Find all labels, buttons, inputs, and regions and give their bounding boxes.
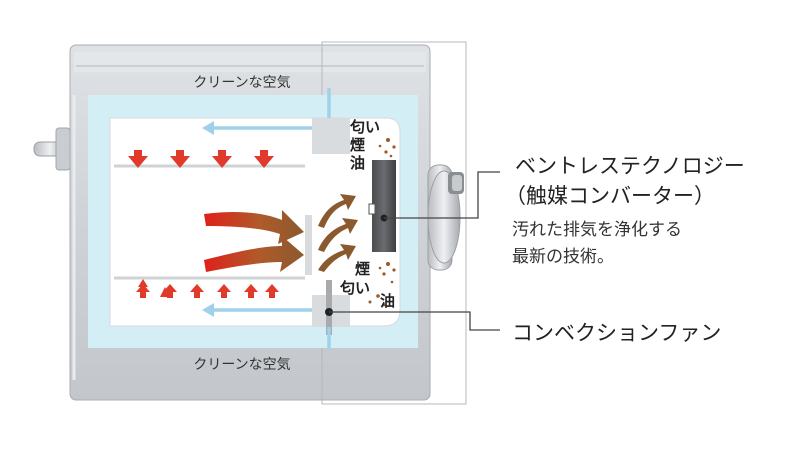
odor-bottom-label: 匂い bbox=[339, 279, 370, 297]
vent-tech-desc-line2: 最新の技術。 bbox=[512, 247, 614, 267]
bottom-heat-arrows-row bbox=[136, 284, 279, 298]
side-knob bbox=[427, 164, 464, 271]
clean-air-bottom-label: クリーンな空気 bbox=[193, 357, 290, 373]
upper-vent-box bbox=[312, 118, 350, 154]
oil-top-label: 油 bbox=[350, 154, 365, 172]
clean-air-arrowheads bbox=[202, 121, 214, 317]
particles bbox=[368, 138, 396, 307]
top-heat-arrows bbox=[128, 150, 274, 168]
catalytic-converter bbox=[372, 160, 396, 252]
convection-fan-label: コンベクションファン bbox=[512, 321, 722, 345]
convection-arrows bbox=[204, 210, 304, 272]
fan-housing bbox=[305, 215, 312, 275]
odor-top-label: 匂い bbox=[349, 118, 380, 136]
vent-tech-subtitle: （触媒コンバーター） bbox=[505, 184, 715, 208]
clean-air-flow bbox=[210, 88, 331, 350]
smoke-top-label: 煙 bbox=[350, 136, 365, 154]
oil-bottom-label: 油 bbox=[380, 292, 395, 310]
converter-marker bbox=[368, 203, 376, 215]
smoke-bottom-label: 煙 bbox=[355, 260, 370, 278]
vent-tech-title: ベントレステクノロジー bbox=[515, 154, 745, 178]
exhaust-arrows bbox=[318, 194, 358, 272]
vent-tech-desc-line1: 汚れた排気を浄化する bbox=[512, 220, 682, 240]
clean-air-top-label: クリーンな空気 bbox=[193, 75, 290, 91]
door-handle bbox=[33, 127, 71, 171]
fan-shaft bbox=[326, 280, 332, 335]
leader-lines bbox=[329, 171, 500, 331]
